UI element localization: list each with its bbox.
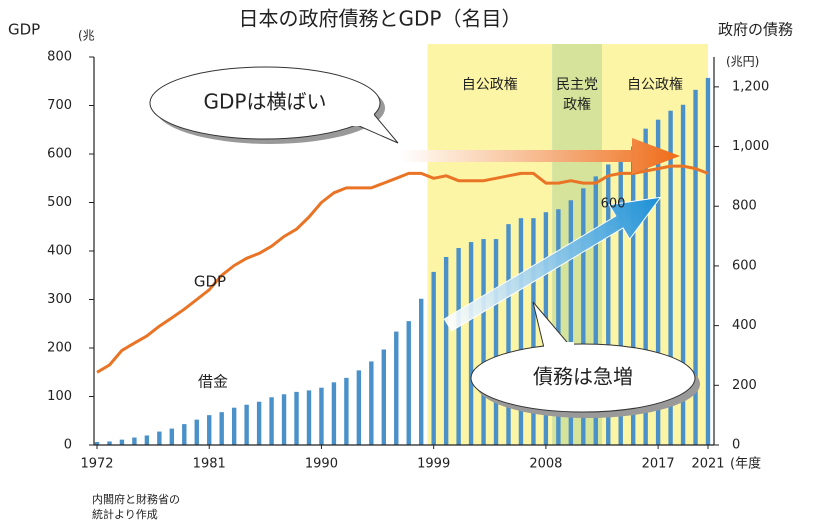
bar [606,164,611,445]
bar [319,387,324,445]
bar [231,407,237,445]
y2-tick-label: 600 [732,258,757,273]
bar [668,110,673,445]
y-tick-label: 500 [47,195,72,210]
bar [581,188,586,446]
bar [618,158,623,445]
y-tick-label: 0 [64,438,72,453]
bar [119,439,125,445]
x-tick-label: 1981 [193,457,226,472]
region-label: 自公政権 [627,76,683,93]
bar [107,441,112,445]
y2-tick-label: 800 [732,199,757,214]
x-tick-label: 1972 [80,457,113,472]
bar [144,435,150,445]
x-tick-label: 2008 [529,457,562,472]
callout-text: 債務は急増 [533,365,633,389]
bar [194,419,199,445]
x-axis-unit: (年度 [730,456,761,472]
y-tick-label: 200 [47,341,72,356]
y-tick-label: 100 [47,389,72,404]
y-tick-label: 700 [47,98,72,113]
x-tick-label: 1990 [305,457,338,472]
y-tick-label: 800 [47,50,72,65]
source-note: 内閣府と財務省の [92,492,180,506]
y-tick-label: 300 [47,292,72,307]
bar [219,412,224,445]
bar [531,218,536,445]
bar [431,271,436,445]
y-axis-label: GDP [8,21,40,39]
y2-tick-label: 200 [732,378,757,393]
bar [256,401,262,445]
bar [506,224,511,445]
y2-axis-label: 政府の債務 [718,21,793,39]
bar [481,239,486,445]
y-tick-label: 600 [47,147,72,162]
bar [655,119,661,445]
bar [568,200,574,445]
region-label: 自公政権 [462,76,518,93]
series-label: 借金 [198,373,228,391]
bar [680,104,686,445]
bar [182,424,187,445]
source-note: 統計より作成 [92,507,158,521]
bar [344,377,349,445]
chart-title: 日本の政府債務とGDP（名目） [239,7,522,31]
bar [419,298,424,445]
bar [356,370,362,445]
callout-text: GDPは横ばい [204,90,327,114]
line [96,164,709,374]
annotation: 600 [601,197,626,212]
bar [630,146,636,446]
x-tick-label: 2017 [642,457,675,472]
bar [468,242,474,445]
bar [169,428,175,445]
bar [94,442,100,445]
bar [244,404,249,445]
bar [294,391,299,445]
y-tick-label: 400 [47,244,72,259]
y2-tick-label: 1,000 [732,139,769,154]
bar [331,382,337,445]
bar [593,176,598,445]
bar [381,349,386,445]
y2-tick-label: 0 [732,438,740,453]
bar [281,394,287,445]
region-label: 民主党 [556,77,598,93]
bar [456,248,461,445]
x-tick-label: 2021 [691,457,724,472]
callout-gdp: GDPは横ばい [149,66,399,144]
bar [306,390,312,445]
bar [518,218,524,445]
bar [556,209,561,445]
bar [394,331,399,445]
bar [369,361,374,445]
y2-axis-unit: (兆円) [726,55,759,69]
bar [157,431,162,445]
y2-tick-label: 1,200 [732,79,769,94]
bar [443,256,449,445]
series-label: GDP [194,273,226,291]
bar [643,128,648,445]
x-tick-label: 1999 [417,457,450,472]
bar [269,397,274,445]
bar [705,77,711,446]
arrow-blue [443,196,662,332]
y2-tick-label: 400 [732,318,757,333]
region-label: 政権 [563,96,591,113]
bar [132,437,137,445]
y-axis-unit: (兆 [78,29,95,43]
callout-debt: 債務は急増 [470,301,700,418]
bar [207,415,212,445]
bar [493,239,499,445]
arrow-orange [400,138,680,174]
bar [406,321,411,445]
bar [693,89,698,445]
